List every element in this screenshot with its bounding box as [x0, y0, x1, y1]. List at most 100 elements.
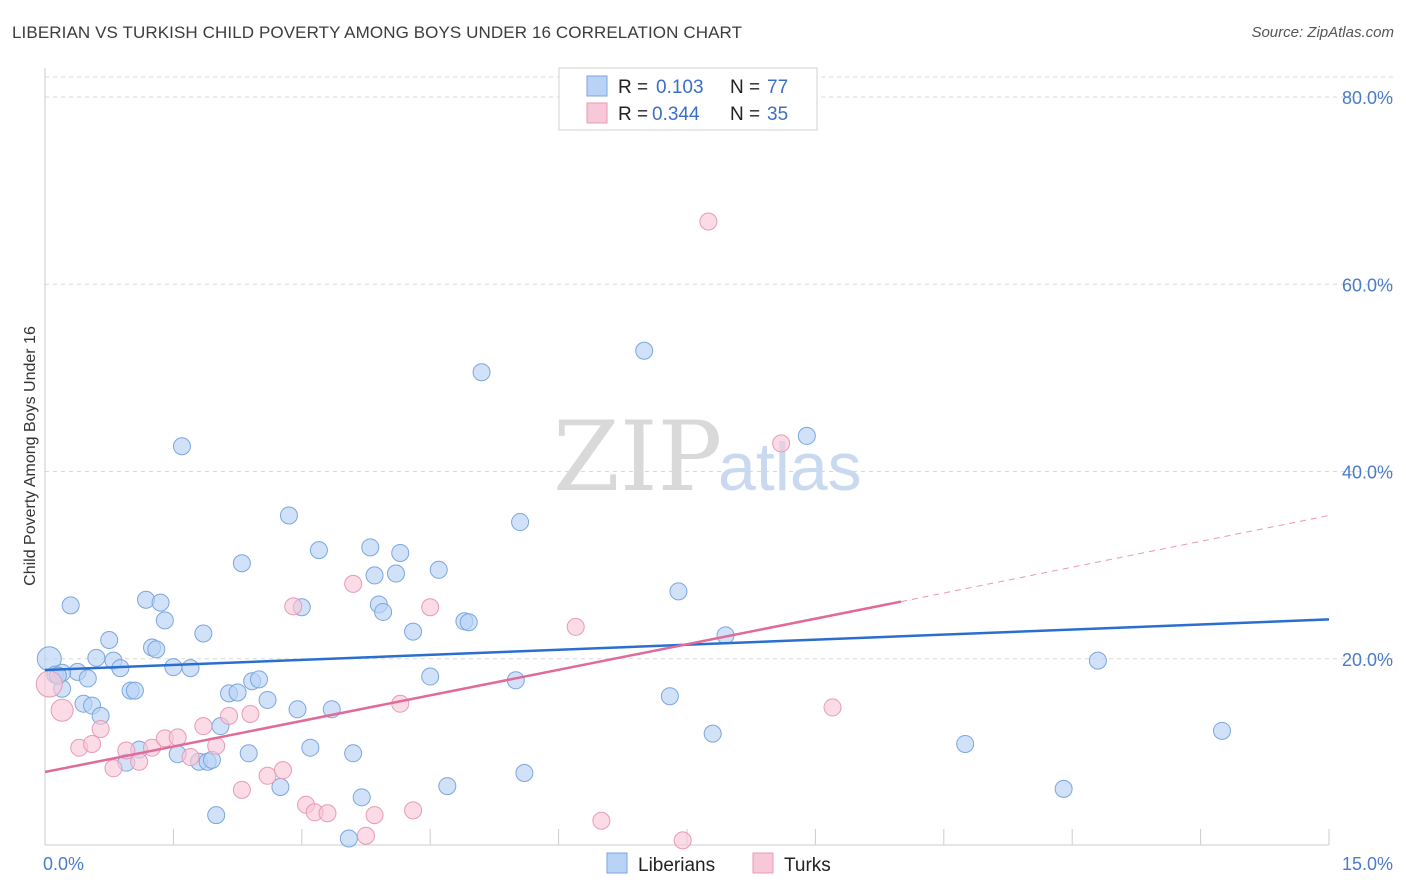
liberians-point: [125, 681, 144, 700]
liberians-point: [87, 648, 106, 667]
liberians-point: [258, 690, 277, 709]
liberians-point: [1088, 651, 1107, 670]
liberians-point: [361, 538, 380, 557]
chart-title: LIBERIAN VS TURKISH CHILD POVERTY AMONG …: [12, 23, 743, 42]
liberians-point: [669, 582, 688, 601]
liberians-point: [472, 363, 491, 382]
liberians-point: [635, 341, 654, 360]
liberians-point: [421, 667, 440, 686]
x-tick-label: 15.0%: [1342, 854, 1393, 874]
liberians-point: [797, 426, 816, 445]
liberians-point: [429, 560, 448, 579]
liberians-point: [78, 669, 97, 688]
bottom-legend-swatch-liberians: [606, 852, 628, 874]
legend-swatch-turks: [586, 102, 608, 124]
turks-point: [194, 717, 213, 736]
x-tick-label: 0.0%: [43, 854, 84, 874]
bottom-legend-swatch-turks: [752, 852, 774, 874]
y-tick-label: 80.0%: [1342, 88, 1393, 108]
turks-point: [104, 759, 123, 778]
turks-point: [699, 212, 718, 231]
liberians-point: [309, 541, 328, 560]
liberians-point: [1054, 779, 1073, 798]
turks-point: [566, 617, 585, 636]
liberians-point: [147, 640, 166, 659]
bottom-legend-liberians: Liberians: [638, 855, 715, 876]
turks-point: [592, 811, 611, 830]
legend-r-label: R =: [618, 104, 648, 125]
turks-point: [220, 706, 239, 725]
turks-point: [232, 780, 251, 799]
y-tick-label: 40.0%: [1342, 463, 1393, 483]
liberians-point: [391, 543, 410, 562]
liberians-point: [228, 683, 247, 702]
liberians-point: [301, 738, 320, 757]
grid-lines: [45, 76, 1393, 660]
liberians-point: [660, 687, 679, 706]
turks-point: [421, 598, 440, 617]
legend-r-label: R =: [618, 77, 648, 98]
turks-point: [673, 831, 692, 850]
liberians-point: [207, 806, 226, 825]
liberians-point: [194, 624, 213, 643]
x-tick-labels: 0.0% 15.0%: [43, 854, 1393, 874]
legend-n-label: N =: [730, 104, 760, 125]
turks-point: [318, 804, 337, 823]
y-tick-labels: 20.0% 40.0% 60.0% 80.0%: [1342, 88, 1393, 670]
top-legend: R = 0.103 N = 77 R = 0.344 N = 35: [558, 67, 818, 131]
turks-point: [823, 698, 842, 717]
liberians-point: [151, 593, 170, 612]
turks-point: [284, 597, 303, 616]
liberians-point: [459, 613, 478, 632]
y-axis-label: Child Poverty Among Boys Under 16: [22, 326, 39, 586]
turks-point: [357, 826, 375, 845]
liberians-point: [181, 659, 200, 678]
liberians-point: [1213, 721, 1231, 740]
liberians-point: [956, 734, 975, 753]
turks-point: [344, 574, 363, 593]
turks-trend-extension: [900, 515, 1330, 603]
liberians-point: [250, 670, 268, 689]
watermark: ZIP atlas: [553, 401, 862, 513]
turks-point: [181, 748, 200, 767]
turks-points: [35, 212, 842, 850]
liberians-point: [386, 564, 405, 583]
turks-point: [130, 752, 149, 771]
liberians-point: [61, 596, 80, 615]
turks-point: [50, 698, 74, 722]
turks-point: [772, 434, 791, 453]
turks-point: [241, 704, 260, 723]
liberians-point: [511, 513, 530, 532]
liberians-point: [279, 506, 298, 525]
watermark-atlas: atlas: [718, 429, 862, 505]
liberians-point: [374, 602, 393, 621]
legend-n-label: N =: [730, 77, 760, 98]
liberians-point: [100, 631, 119, 650]
turks-point: [404, 801, 423, 820]
trend-lines: [44, 515, 1330, 774]
legend-swatch-liberians: [586, 75, 608, 97]
liberians-point: [232, 554, 251, 573]
liberians-point: [137, 590, 156, 609]
legend-r-value: 0.103: [656, 77, 704, 98]
bottom-legend-turks: Turks: [784, 855, 831, 876]
liberians-point: [172, 437, 191, 456]
liberians-point: [703, 724, 722, 743]
turks-point: [91, 719, 110, 738]
watermark-zip: ZIP: [553, 401, 722, 513]
liberians-point: [438, 777, 457, 796]
liberians-point: [352, 788, 371, 807]
turks-point: [273, 761, 292, 780]
liberians-point: [339, 829, 358, 848]
liberians-point: [365, 566, 384, 585]
turks-point: [258, 766, 277, 785]
liberians-point: [404, 622, 423, 641]
legend-n-value: 35: [767, 104, 788, 125]
liberians-point: [164, 658, 183, 677]
liberians-point: [288, 700, 307, 719]
y-tick-label: 20.0%: [1342, 650, 1393, 670]
turks-point: [35, 670, 63, 698]
chart-source: Source: ZipAtlas.com: [1251, 24, 1394, 41]
liberians-point: [344, 744, 363, 763]
